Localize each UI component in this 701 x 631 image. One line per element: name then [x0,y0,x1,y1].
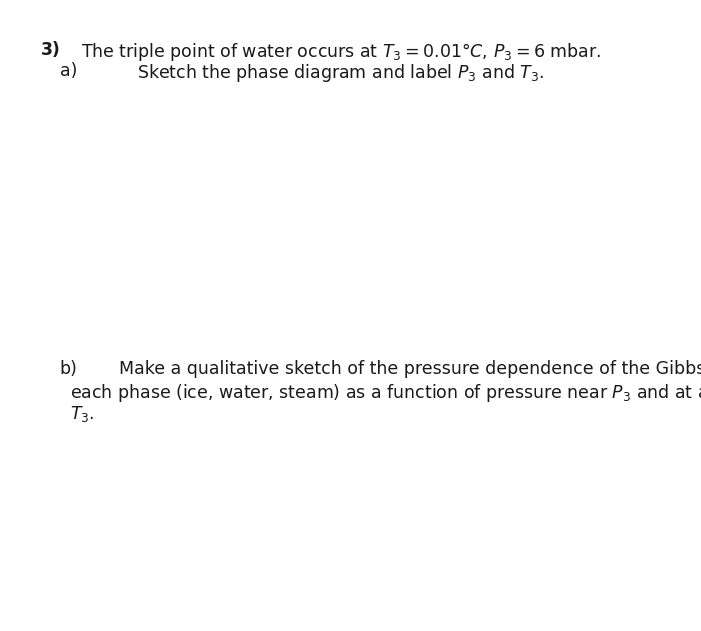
Text: each phase (ice, water, steam) as a function of pressure near $P_3$ and at a fix: each phase (ice, water, steam) as a func… [70,382,701,404]
Text: 3): 3) [41,41,60,59]
Text: The triple point of water occurs at $T_3 = 0.01°C$, $P_3 = 6$ mbar.: The triple point of water occurs at $T_3… [81,41,601,63]
Text: Make a qualitative sketch of the pressure dependence of the Gibbs Free energy fo: Make a qualitative sketch of the pressur… [119,360,701,378]
Text: b): b) [60,360,77,378]
Text: a): a) [60,62,77,80]
Text: $T_3$.: $T_3$. [70,404,95,424]
Text: Sketch the phase diagram and label $P_3$ and $T_3$.: Sketch the phase diagram and label $P_3$… [137,62,544,84]
